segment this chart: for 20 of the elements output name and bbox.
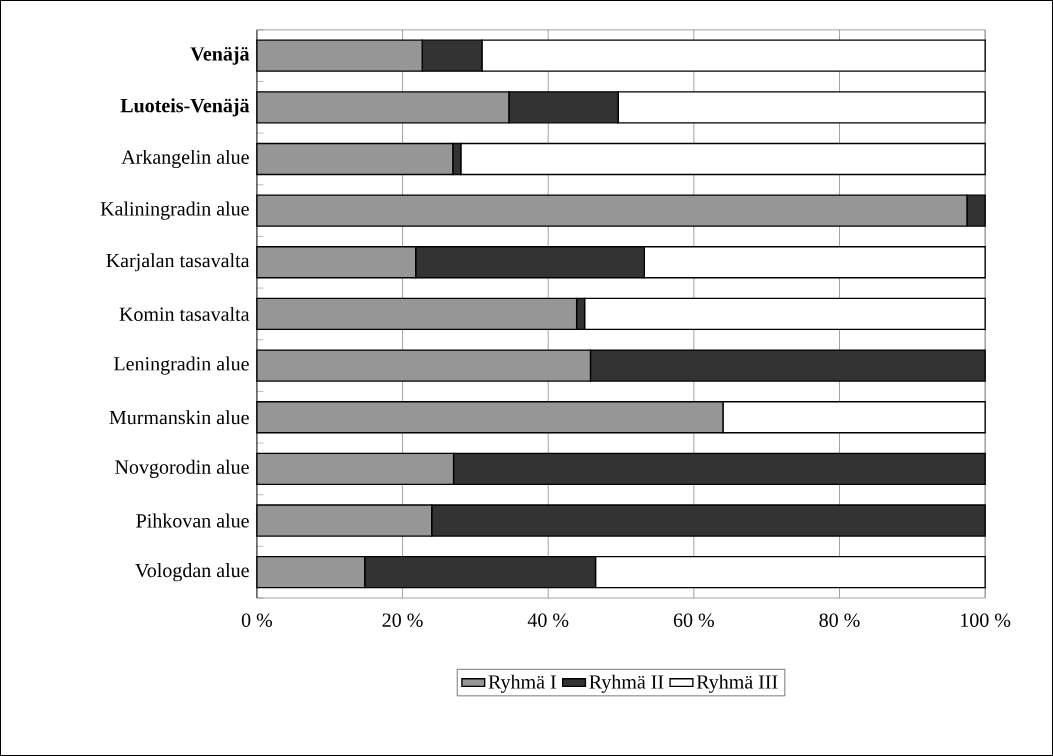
y-tick-label: Karjalan tasavalta bbox=[106, 253, 250, 272]
legend-label: Ryhmä III bbox=[696, 674, 778, 693]
y-tick-label: Kaliningradin alue bbox=[100, 201, 249, 220]
y-tick-label: Pihkovan alue bbox=[136, 513, 249, 528]
x-tick-label: 0 % bbox=[241, 613, 273, 628]
x-tick-label: 80 % bbox=[819, 613, 860, 628]
y-tick-label: Luoteis-Venäjä bbox=[120, 98, 250, 117]
legend-label: Ryhmä II bbox=[589, 674, 664, 693]
legend-label: Ryhmä I bbox=[488, 674, 556, 693]
y-tick-label: Vologdan alue bbox=[135, 563, 249, 582]
x-tick-label: 40 % bbox=[527, 613, 569, 628]
x-tick-label: 60 % bbox=[673, 613, 714, 628]
x-tick-label: 100 % bbox=[961, 613, 1011, 628]
y-tick-label: Murmanskin alue bbox=[109, 410, 249, 425]
y-tick-label: Novgorodin alue bbox=[115, 459, 249, 479]
y-tick-label: Arkangelin alue bbox=[121, 149, 249, 169]
y-tick-label: Leningradin alue bbox=[114, 356, 249, 375]
y-tick-label: Venäjä bbox=[190, 46, 250, 65]
y-tick-label: Komin tasavalta bbox=[119, 306, 250, 321]
x-tick-label: 20 % bbox=[382, 613, 423, 628]
